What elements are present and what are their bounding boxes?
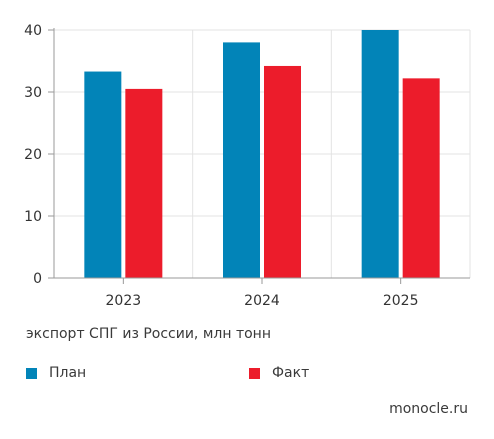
y-tick-label: 30 <box>24 85 42 101</box>
bar-fact-2023 <box>125 88 163 279</box>
legend-label-plan: План <box>49 365 87 381</box>
gridlines <box>54 29 471 278</box>
legend-item-fact: Факт <box>249 365 309 381</box>
y-tick-label: 0 <box>33 271 42 287</box>
source-label: monocle.ru <box>389 401 468 417</box>
legend-swatch-fact <box>249 367 260 379</box>
bar-fact-2024 <box>264 65 301 279</box>
legend-swatch-plan <box>26 367 37 379</box>
legend-item-plan: План <box>26 365 86 381</box>
chart-caption: экспорт СПГ из России, млн тонн <box>26 326 271 342</box>
x-tick-label: 2023 <box>106 293 142 309</box>
y-tick-label: 10 <box>24 209 42 225</box>
bar-plan-2024 <box>223 42 260 279</box>
bar-plan-2023 <box>84 71 122 278</box>
y-tick-label: 20 <box>24 147 42 163</box>
y-tick-labels: 0 10 20 30 40 <box>24 23 42 287</box>
legend-label-fact: Факт <box>272 365 310 381</box>
bar-fact-2025 <box>402 78 440 278</box>
bar-plan-2025 <box>361 30 399 278</box>
x-tick-labels: 2023 2024 2025 <box>106 293 419 309</box>
axes <box>48 28 470 284</box>
bar-chart: 0 10 20 30 40 2023 2024 2025 <box>24 23 471 309</box>
x-tick-label: 2024 <box>244 293 280 309</box>
bars <box>84 30 440 279</box>
y-tick-label: 40 <box>24 23 42 39</box>
x-tick-label: 2025 <box>383 293 419 309</box>
